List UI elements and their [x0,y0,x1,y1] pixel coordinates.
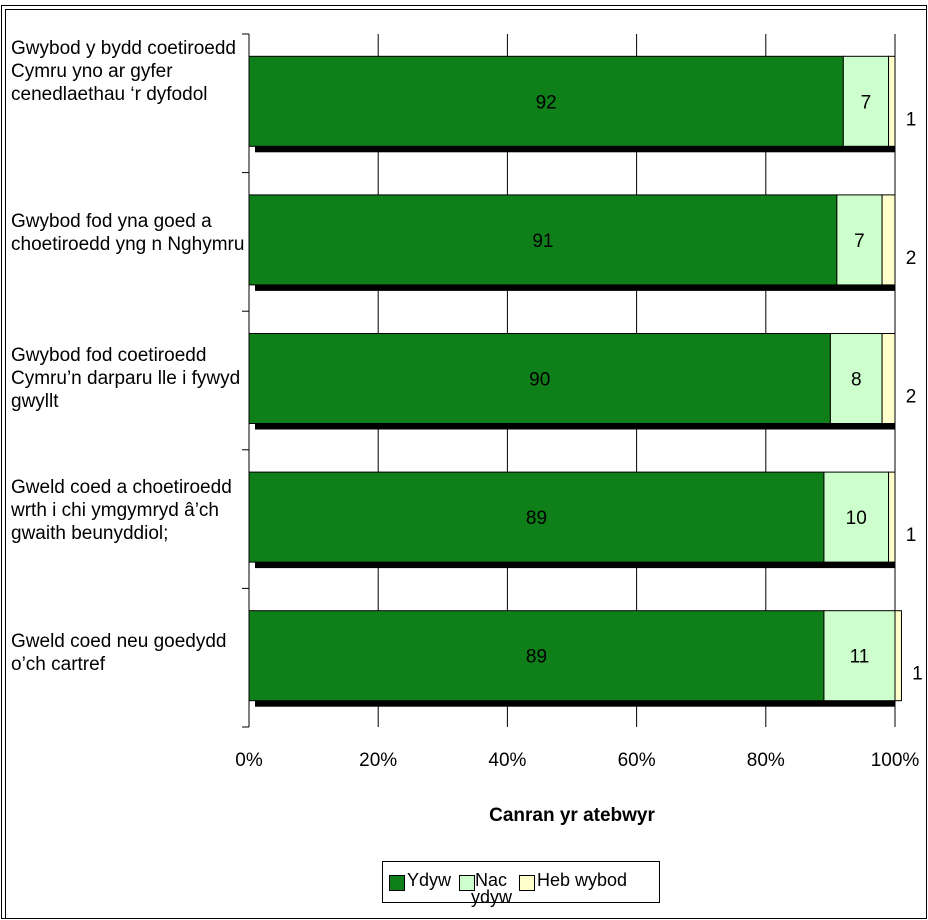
data-label-4-heb-wybod: 1 [906,525,917,546]
legend-label-ydyw-line2: ydyw [471,887,513,907]
legend-label-heb-wybod: Heb wybod [537,870,628,890]
bar-2-heb-wybod [881,194,896,286]
data-label-2-heb-wybod: 2 [906,248,917,269]
bar-2-ydyw [248,194,838,286]
x-tick-label-3: 60% [618,750,656,771]
bar-3-nac-ydyw [829,333,883,424]
inner-border [5,9,927,919]
data-label-1-nac-ydyw: 7 [861,92,872,113]
data-label-4-ydyw: 89 [526,508,547,529]
legend-label-ydyw: Ydyw [407,870,452,890]
bar-1-heb-wybod [888,55,896,147]
legend-label-nac: Nac [475,870,508,890]
data-label-4-nac-ydyw: 10 [846,508,867,529]
x-axis-title: Canran yr atebwyr [489,805,655,826]
category-label-4: Gweld coed a choetiroedd wrth i chi ymgy… [11,477,232,544]
data-label-5-ydyw: 89 [526,647,547,668]
legend-swatch-nac-ydyw [459,875,475,891]
data-label-1-heb-wybod: 1 [906,109,917,130]
bar-5-ydyw [248,610,825,702]
data-label-5-heb-wybod: 1 [912,664,923,685]
bar-1-ydyw [248,55,844,147]
category-label-3: Gwybod fod coetiroedd Cymru’n darparu ll… [11,345,241,412]
data-label-2-ydyw: 91 [532,231,553,252]
x-tick-label-4: 80% [747,750,785,771]
bar-1-nac-ydyw [842,55,890,147]
category-label-5: Gweld coed neu goedydd o’ch cartref [11,631,227,675]
bar-2-nac-ydyw [836,194,883,286]
data-label-3-ydyw: 90 [529,370,550,391]
x-tick-label-2: 40% [488,750,526,771]
legend-swatch-ydyw [389,875,405,891]
x-tick-label-5: 100% [871,750,920,771]
legend: Ydyw Nac ydyw Heb wybod [382,861,660,907]
bar-3-ydyw [248,333,831,424]
bar-4-ydyw [248,471,825,563]
bar-5-heb-wybod [894,610,902,702]
data-label-3-heb-wybod: 2 [906,387,917,408]
data-label-5-nac-ydyw: 11 [850,647,870,668]
bar-4-nac-ydyw [823,471,890,563]
bar-3-heb-wybod [881,333,896,424]
data-label-3-nac-ydyw: 8 [851,370,862,391]
bar-4-heb-wybod [888,471,896,563]
data-label-2-nac-ydyw: 7 [854,231,865,252]
legend-swatch-heb-wybod [519,875,535,891]
bar-5-nac-ydyw [823,610,896,702]
category-label-1: Gwybod y bydd coetiroedd Cymru yno ar gy… [11,38,236,105]
category-label-2: Gwybod fod yna goed a choetiroedd yng n … [11,211,245,255]
data-label-1-ydyw: 92 [536,92,557,113]
x-tick-label-0: 0% [235,750,263,771]
x-tick-label-1: 20% [359,750,397,771]
